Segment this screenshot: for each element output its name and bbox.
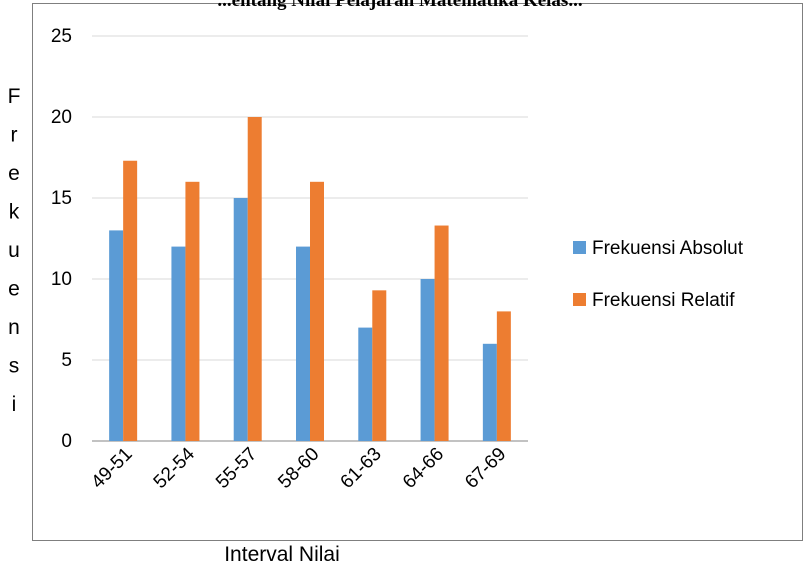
bar-relatif (372, 290, 387, 441)
legend-swatch (573, 241, 586, 254)
y-tick-label: 20 (51, 107, 72, 128)
bar-absolut (482, 343, 497, 441)
y-axis-title-letter: k (9, 201, 20, 224)
y-axis-title-letter: F (8, 85, 21, 108)
y-axis-title-letter: e (8, 162, 20, 185)
y-axis-title-letter: n (8, 316, 20, 339)
y-tick-label: 25 (51, 26, 72, 47)
bar-relatif (185, 181, 200, 442)
bar-absolut (358, 327, 373, 441)
bar-absolut (171, 246, 186, 441)
y-tick-label: 10 (51, 269, 72, 290)
bar-relatif (310, 181, 324, 442)
y-axis-title-letter: i (12, 393, 17, 416)
y-axis-title-letter: s (9, 355, 20, 378)
gridlines (92, 35, 528, 442)
bar-absolut (109, 230, 124, 441)
bar-relatif (434, 225, 449, 441)
chart-title: ...entang Nilai Pelajaran Matematika Kel… (217, 0, 582, 11)
y-tick-label: 15 (51, 188, 72, 209)
x-axis-title: Interval Nilai (224, 543, 340, 566)
y-axis-title-letter: r (11, 124, 18, 147)
y-axis-title-letter: u (8, 239, 20, 262)
bars (109, 117, 511, 442)
legend-label: Frekuensi Relatif (592, 290, 735, 311)
y-tick-label: 0 (61, 431, 72, 452)
chart-border (32, 3, 803, 541)
bar-absolut (233, 198, 248, 441)
bar-relatif (123, 160, 138, 442)
legend-swatch (573, 293, 586, 306)
bar-absolut (296, 246, 310, 441)
y-axis-title-letter: e (8, 278, 20, 301)
legend-label: Frekuensi Absolut (592, 238, 744, 259)
bar-relatif (496, 311, 511, 441)
bar-absolut (420, 279, 435, 441)
legend: Frekuensi Absolut Frekuensi Relatif (573, 238, 744, 311)
y-axis-title: Frekuensi (8, 85, 21, 416)
bar-relatif (247, 117, 262, 441)
y-tick-label: 5 (61, 350, 72, 371)
y-axis-ticks: 0 5 10 15 20 25 (51, 26, 72, 452)
